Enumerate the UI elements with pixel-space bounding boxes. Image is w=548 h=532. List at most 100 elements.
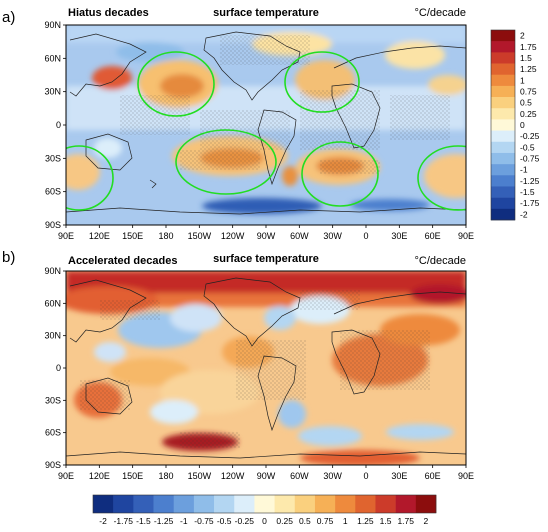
- colorbar-swatch: [93, 495, 114, 513]
- x-tick-label: 150E: [122, 231, 143, 241]
- colorbar-label: -0.25: [235, 516, 255, 526]
- y-tick-label: 60N: [44, 298, 61, 308]
- x-tick-label: 90E: [58, 231, 74, 241]
- panel-a-map: [66, 25, 466, 225]
- y-tick-label: 90N: [44, 266, 61, 276]
- x-tick-label: 120E: [89, 231, 110, 241]
- colorbar-swatch: [491, 97, 515, 109]
- x-tick-label: 0: [363, 231, 368, 241]
- y-tick-label: 60N: [44, 53, 61, 63]
- panel-a-coastlines: [66, 31, 466, 215]
- colorbar-swatch: [415, 495, 437, 513]
- x-tick-label: 30W: [323, 471, 342, 481]
- colorbar-swatch: [491, 175, 515, 187]
- x-tick-label: 30E: [391, 471, 407, 481]
- y-tick-label: 90N: [44, 20, 61, 30]
- x-tick-label: 90E: [458, 471, 474, 481]
- y-tick-label: 30S: [45, 395, 61, 405]
- colorbar-label: -0.5: [520, 142, 535, 152]
- highlight-north-pacific: [137, 51, 215, 117]
- colorbar-swatch: [491, 152, 515, 165]
- highlight-southern-indian-ocean-west: [66, 145, 114, 211]
- panel-b-ticks: 90E 120E 150E 180 150W 120W 90W 60W 30W 0 30E 60E 90…: [44, 266, 474, 481]
- colorbar-label: -1.25: [154, 516, 174, 526]
- colorbar-swatch: [193, 495, 215, 513]
- x-tick-label: 60E: [425, 471, 441, 481]
- x-tick-label: 120W: [221, 231, 245, 241]
- panel-b-coastlines: [66, 277, 466, 459]
- colorbar-outline: [92, 494, 437, 514]
- colorbar-label: 1: [520, 75, 525, 85]
- colorbar-swatch: [491, 52, 515, 64]
- y-tick-label: 90S: [45, 220, 61, 230]
- panel-b-colorbar: -2 -1.75 -1.5 -1.25 -1 -0.75 -0.5 -0.25 0 0.25 0.5…: [92, 494, 437, 526]
- colorbar-label: -1.25: [520, 176, 540, 186]
- colorbar-label: -1.5: [136, 516, 151, 526]
- colorbar-swatch: [491, 63, 515, 76]
- colorbar-label: 0.75: [317, 516, 334, 526]
- y-tick-label: 30S: [45, 153, 61, 163]
- y-tick-label: 60S: [45, 187, 61, 197]
- colorbar-swatch: [254, 495, 275, 513]
- colorbar-swatch: [491, 119, 515, 131]
- y-tick-label: 30N: [44, 87, 61, 97]
- x-tick-label: 180: [158, 471, 173, 481]
- y-tick-label: 60S: [45, 428, 61, 438]
- colorbar-label: 1.5: [380, 516, 392, 526]
- colorbar-label: -1.5: [520, 187, 535, 197]
- x-tick-label: 90W: [257, 231, 276, 241]
- colorbar-label: -0.5: [217, 516, 232, 526]
- colorbar-swatch: [491, 85, 515, 98]
- colorbar-swatch: [491, 208, 515, 221]
- colorbar-label: -2: [99, 516, 107, 526]
- colorbar-swatch: [355, 495, 376, 513]
- colorbar-outline: [490, 29, 516, 221]
- colorbar-swatch: [491, 74, 515, 87]
- colorbar-swatch: [274, 495, 296, 513]
- x-tick-label: 120W: [221, 471, 245, 481]
- colorbar-label: 1.25: [520, 64, 537, 74]
- colorbar-swatch: [335, 495, 356, 513]
- colorbar-swatch: [133, 495, 154, 513]
- panel-a-colorbar: 21.751.51.2510.750.50.250-0.25-0.5-0.75-…: [490, 29, 540, 221]
- x-tick-label: 150W: [188, 231, 212, 241]
- colorbar-label: -2: [520, 209, 528, 219]
- y-tick-label: 0: [56, 120, 61, 130]
- colorbar-label: -0.75: [194, 516, 214, 526]
- colorbar-label: -0.75: [520, 154, 540, 164]
- colorbar-swatch: [214, 495, 235, 513]
- panel-a-ticks: 90E 120E 150E 180 150W 120W 90W 60W 30W 0 30E 60E 90…: [44, 20, 474, 241]
- colorbar-label: 2: [520, 31, 525, 41]
- highlight-southern-indian-ocean: [417, 145, 466, 211]
- colorbar-swatch: [491, 164, 515, 176]
- panel-b-label: b): [2, 249, 15, 266]
- panel-b-units: °C/decade: [415, 255, 467, 267]
- colorbar-swatch: [375, 495, 396, 513]
- colorbar-swatch: [314, 495, 336, 513]
- highlight-south-atlantic: [301, 141, 379, 207]
- highlight-north-atlantic: [284, 51, 360, 113]
- colorbar-label: -1.75: [520, 198, 540, 208]
- colorbar-label: 1.75: [520, 42, 537, 52]
- x-tick-label: 180: [158, 231, 173, 241]
- x-tick-label: 150W: [188, 471, 212, 481]
- colorbar-label: 1: [343, 516, 348, 526]
- x-tick-label: 90E: [458, 231, 474, 241]
- colorbar-swatch: [491, 197, 515, 210]
- colorbar-label: -1: [520, 165, 528, 175]
- x-tick-label: 150E: [122, 471, 143, 481]
- panel-a: a) Hiatus decades surface temperature °C…: [2, 7, 540, 241]
- panel-b-title-left: Accelerated decades: [68, 255, 177, 267]
- panel-b: b) Accelerated decades surface temperatu…: [2, 249, 474, 526]
- panel-b-title: surface temperature: [213, 253, 319, 265]
- x-tick-label: 60E: [425, 231, 441, 241]
- x-tick-label: 30E: [391, 231, 407, 241]
- colorbar-label: 1.25: [357, 516, 374, 526]
- colorbar-swatch: [491, 30, 515, 42]
- colorbar-label: 0: [262, 516, 267, 526]
- colorbar-swatch: [491, 108, 515, 120]
- x-tick-label: 0: [363, 471, 368, 481]
- colorbar-swatch: [491, 130, 515, 143]
- x-tick-label: 90W: [257, 471, 276, 481]
- colorbar-label: 0.75: [520, 86, 537, 96]
